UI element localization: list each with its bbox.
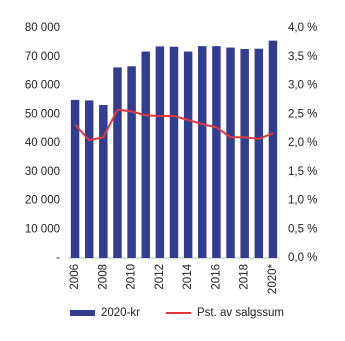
bar bbox=[254, 48, 264, 259]
x-tick-label: 2014 bbox=[182, 263, 194, 289]
x-tick-label: 2016 bbox=[210, 264, 222, 290]
y-tick-label: 10 000 bbox=[25, 223, 60, 235]
x-tick-label: 2012 bbox=[154, 264, 166, 290]
x-tick-label: 2006 bbox=[69, 264, 81, 290]
bar bbox=[226, 47, 235, 258]
y2-tick-label: 3,0 % bbox=[288, 80, 317, 92]
y-tick-label: 60 000 bbox=[25, 80, 60, 92]
x-tick-label: 2008 bbox=[97, 264, 109, 290]
bar bbox=[268, 40, 278, 259]
y2-tick-label: 1,0 % bbox=[288, 195, 317, 207]
legend-label: Pst. av salgssum bbox=[197, 307, 284, 319]
bar bbox=[155, 46, 165, 259]
bar bbox=[127, 66, 136, 258]
y2-tick-label: 4,0 % bbox=[288, 22, 317, 34]
bar bbox=[198, 46, 207, 258]
bar bbox=[240, 48, 249, 258]
bar bbox=[70, 99, 80, 258]
bar bbox=[212, 46, 221, 258]
bar bbox=[183, 51, 193, 259]
y-tick-label: 20 000 bbox=[25, 195, 60, 207]
y-tick-label: 70 000 bbox=[25, 51, 60, 63]
y2-tick-label: 2,0 % bbox=[288, 137, 317, 149]
y2-tick-label: 2,5 % bbox=[288, 108, 317, 120]
y2-tick-label: 0,0 % bbox=[288, 252, 317, 264]
y2-tick-label: 1,5 % bbox=[288, 166, 317, 178]
y-tick-label: - bbox=[56, 252, 60, 264]
bar bbox=[141, 51, 150, 259]
y-tick-label: 40 000 bbox=[25, 137, 60, 149]
y2-tick-label: 3,5 % bbox=[288, 51, 317, 63]
legend-label: 2020-kr bbox=[101, 307, 140, 319]
bar bbox=[99, 105, 108, 258]
line bbox=[74, 108, 274, 142]
y2-tick-label: 0,5 % bbox=[288, 223, 317, 235]
y-tick-label: 30 000 bbox=[25, 166, 60, 178]
y-tick-label: 50 000 bbox=[25, 108, 60, 120]
bar bbox=[84, 100, 94, 258]
bar bbox=[113, 67, 122, 258]
bar bbox=[169, 46, 179, 258]
legend-swatch bbox=[70, 310, 95, 316]
y-tick-label: 80 000 bbox=[25, 22, 60, 34]
x-tick-label: 2018 bbox=[239, 264, 251, 290]
x-tick-label: 2010 bbox=[126, 264, 138, 290]
x-tick-label: 2020* bbox=[267, 263, 279, 294]
